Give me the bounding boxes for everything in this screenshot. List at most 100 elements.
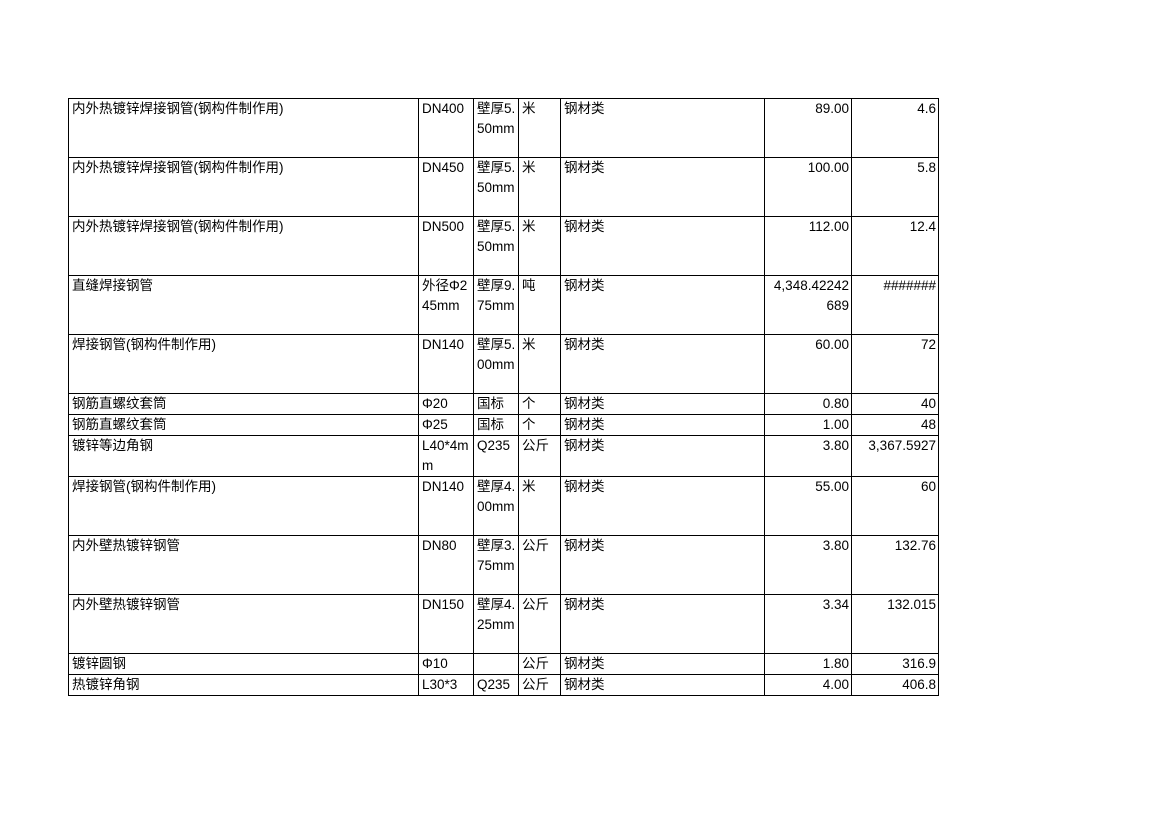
cell-price[interactable]: 55.00 bbox=[764, 476, 852, 536]
cell-spec[interactable]: DN140 bbox=[418, 476, 474, 536]
cell-price[interactable]: 1.00 bbox=[764, 414, 852, 436]
cell-category[interactable]: 钢材类 bbox=[560, 674, 765, 696]
cell-price[interactable]: 1.80 bbox=[764, 653, 852, 675]
cell-thickness[interactable]: Q235 bbox=[473, 435, 519, 477]
table-row[interactable]: 焊接钢管(钢构件制作用) DN140 壁厚4.00mm 米钢材类 55.00 60 bbox=[68, 476, 939, 536]
cell-spec[interactable]: Φ10 bbox=[418, 653, 474, 675]
cell-unit[interactable]: 米 bbox=[518, 216, 561, 276]
cell-material-name[interactable]: 内外热镀锌焊接钢管(钢构件制作用) bbox=[68, 157, 419, 217]
cell-unit[interactable]: 个 bbox=[518, 393, 561, 415]
cell-spec[interactable]: DN450 bbox=[418, 157, 474, 217]
table-row[interactable]: 内外壁热镀锌钢管 DN80 壁厚3.75mm 公斤 钢材类 3.80 132.76 bbox=[68, 535, 939, 595]
cell-price[interactable]: 3.34 bbox=[764, 594, 852, 654]
cell-unit[interactable]: 公斤 bbox=[518, 674, 561, 696]
table-row[interactable]: 内外热镀锌焊接钢管(钢构件制作用) DN500 壁厚5.50mm 米钢材类 112.00… bbox=[68, 216, 939, 276]
table-row[interactable]: 镀锌圆钢 Φ10 公斤 钢材类 1.80 316.9 bbox=[68, 653, 939, 675]
cell-unit[interactable]: 米 bbox=[518, 98, 561, 158]
cell-material-name[interactable]: 钢筋直螺纹套筒 bbox=[68, 393, 419, 415]
cell-thickness[interactable]: 国标 bbox=[473, 393, 519, 415]
cell-quantity[interactable]: 5.8 bbox=[851, 157, 939, 217]
table-row[interactable]: 钢筋直螺纹套筒 Φ25 国标个钢材类 1.00 48 bbox=[68, 414, 939, 436]
cell-spec[interactable]: DN150 bbox=[418, 594, 474, 654]
cell-material-name[interactable]: 热镀锌角钢 bbox=[68, 674, 419, 696]
table-row[interactable]: 钢筋直螺纹套筒 Φ20 国标个钢材类 0.80 40 bbox=[68, 393, 939, 415]
cell-price[interactable]: 112.00 bbox=[764, 216, 852, 276]
table-row[interactable]: 热镀锌角钢 L30*3 Q235 公斤 钢材类 4.00 406.8 bbox=[68, 674, 939, 696]
cell-category[interactable]: 钢材类 bbox=[560, 435, 765, 477]
cell-category[interactable]: 钢材类 bbox=[560, 334, 765, 394]
cell-category[interactable]: 钢材类 bbox=[560, 157, 765, 217]
cell-spec[interactable]: Φ20 bbox=[418, 393, 474, 415]
cell-quantity[interactable]: 132.76 bbox=[851, 535, 939, 595]
table-row[interactable]: 内外热镀锌焊接钢管(钢构件制作用) DN450 壁厚5.50mm 米钢材类 100.00… bbox=[68, 157, 939, 217]
cell-unit[interactable]: 米 bbox=[518, 476, 561, 536]
cell-unit[interactable]: 米 bbox=[518, 334, 561, 394]
cell-quantity[interactable]: 48 bbox=[851, 414, 939, 436]
cell-material-name[interactable]: 内外壁热镀锌钢管 bbox=[68, 535, 419, 595]
cell-category[interactable]: 钢材类 bbox=[560, 594, 765, 654]
cell-spec[interactable]: DN400 bbox=[418, 98, 474, 158]
cell-spec[interactable]: DN140 bbox=[418, 334, 474, 394]
cell-unit[interactable]: 公斤 bbox=[518, 594, 561, 654]
table-row[interactable]: 直缝焊接钢管 外径Φ245mm 壁厚9.75mm 吨钢材类 4,348.42242689… bbox=[68, 275, 939, 335]
cell-spec[interactable]: L40*4mm bbox=[418, 435, 474, 477]
cell-quantity[interactable]: 406.8 bbox=[851, 674, 939, 696]
cell-thickness[interactable]: 壁厚3.75mm bbox=[473, 535, 519, 595]
cell-material-name[interactable]: 镀锌等边角钢 bbox=[68, 435, 419, 477]
cell-quantity[interactable]: 60 bbox=[851, 476, 939, 536]
cell-thickness[interactable]: 壁厚5.50mm bbox=[473, 157, 519, 217]
cell-thickness[interactable]: 壁厚9.75mm bbox=[473, 275, 519, 335]
cell-category[interactable]: 钢材类 bbox=[560, 414, 765, 436]
cell-category[interactable]: 钢材类 bbox=[560, 476, 765, 536]
cell-spec[interactable]: DN500 bbox=[418, 216, 474, 276]
cell-quantity[interactable]: 4.6 bbox=[851, 98, 939, 158]
table-row[interactable]: 镀锌等边角钢 L40*4mm Q235 公斤 钢材类 3.80 3,367.5927 bbox=[68, 435, 939, 477]
cell-thickness[interactable]: 壁厚5.50mm bbox=[473, 98, 519, 158]
cell-thickness[interactable]: 壁厚4.25mm bbox=[473, 594, 519, 654]
cell-unit[interactable]: 米 bbox=[518, 157, 561, 217]
cell-unit[interactable]: 公斤 bbox=[518, 653, 561, 675]
cell-unit[interactable]: 个 bbox=[518, 414, 561, 436]
cell-category[interactable]: 钢材类 bbox=[560, 535, 765, 595]
cell-thickness[interactable]: 国标 bbox=[473, 414, 519, 436]
cell-material-name[interactable]: 内外热镀锌焊接钢管(钢构件制作用) bbox=[68, 216, 419, 276]
table-row[interactable]: 内外壁热镀锌钢管 DN150 壁厚4.25mm 公斤 钢材类 3.34 132.015 bbox=[68, 594, 939, 654]
cell-category[interactable]: 钢材类 bbox=[560, 275, 765, 335]
cell-price[interactable]: 100.00 bbox=[764, 157, 852, 217]
cell-thickness[interactable]: Q235 bbox=[473, 674, 519, 696]
cell-category[interactable]: 钢材类 bbox=[560, 98, 765, 158]
cell-quantity[interactable]: 3,367.5927 bbox=[851, 435, 939, 477]
cell-spec[interactable]: L30*3 bbox=[418, 674, 474, 696]
cell-price[interactable]: 0.80 bbox=[764, 393, 852, 415]
cell-thickness[interactable]: 壁厚5.00mm bbox=[473, 334, 519, 394]
cell-quantity[interactable]: 72 bbox=[851, 334, 939, 394]
cell-unit[interactable]: 公斤 bbox=[518, 535, 561, 595]
cell-material-name[interactable]: 焊接钢管(钢构件制作用) bbox=[68, 334, 419, 394]
cell-price[interactable]: 3.80 bbox=[764, 435, 852, 477]
cell-material-name[interactable]: 内外壁热镀锌钢管 bbox=[68, 594, 419, 654]
cell-material-name[interactable]: 内外热镀锌焊接钢管(钢构件制作用) bbox=[68, 98, 419, 158]
cell-category[interactable]: 钢材类 bbox=[560, 653, 765, 675]
cell-quantity[interactable]: ####### bbox=[851, 275, 939, 335]
cell-material-name[interactable]: 镀锌圆钢 bbox=[68, 653, 419, 675]
cell-thickness[interactable] bbox=[473, 653, 519, 675]
cell-price[interactable]: 4.00 bbox=[764, 674, 852, 696]
cell-unit[interactable]: 吨 bbox=[518, 275, 561, 335]
cell-price[interactable]: 3.80 bbox=[764, 535, 852, 595]
cell-thickness[interactable]: 壁厚5.50mm bbox=[473, 216, 519, 276]
cell-quantity[interactable]: 132.015 bbox=[851, 594, 939, 654]
cell-spec[interactable]: DN80 bbox=[418, 535, 474, 595]
cell-unit[interactable]: 公斤 bbox=[518, 435, 561, 477]
cell-spec[interactable]: 外径Φ245mm bbox=[418, 275, 474, 335]
cell-price[interactable]: 4,348.42242689 bbox=[764, 275, 852, 335]
cell-material-name[interactable]: 直缝焊接钢管 bbox=[68, 275, 419, 335]
cell-category[interactable]: 钢材类 bbox=[560, 393, 765, 415]
cell-quantity[interactable]: 12.4 bbox=[851, 216, 939, 276]
table-row[interactable]: 内外热镀锌焊接钢管(钢构件制作用) DN400 壁厚5.50mm 米钢材类 89.00 4… bbox=[68, 98, 939, 158]
cell-thickness[interactable]: 壁厚4.00mm bbox=[473, 476, 519, 536]
table-row[interactable]: 焊接钢管(钢构件制作用) DN140 壁厚5.00mm 米钢材类 60.00 72 bbox=[68, 334, 939, 394]
cell-material-name[interactable]: 钢筋直螺纹套筒 bbox=[68, 414, 419, 436]
cell-price[interactable]: 60.00 bbox=[764, 334, 852, 394]
cell-spec[interactable]: Φ25 bbox=[418, 414, 474, 436]
cell-quantity[interactable]: 40 bbox=[851, 393, 939, 415]
